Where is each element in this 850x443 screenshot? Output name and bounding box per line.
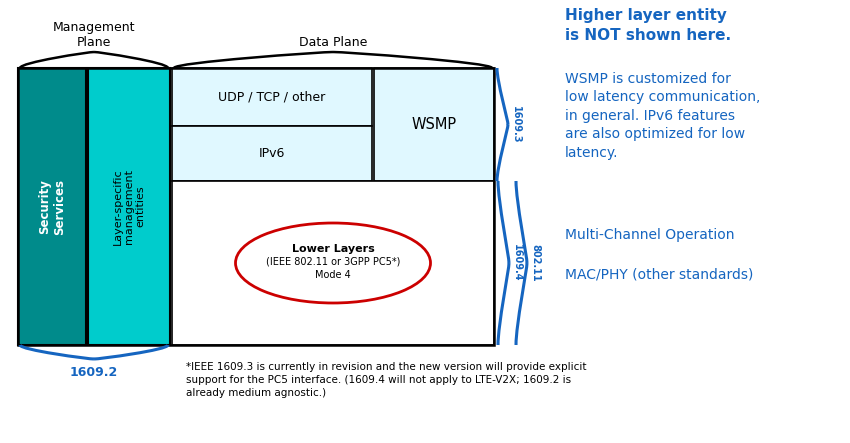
Text: WSMP is customized for
low latency communication,
in general. IPv6 features
are : WSMP is customized for low latency commu… [565,72,761,159]
Text: Data Plane: Data Plane [299,36,367,49]
Text: (IEEE 802.11 or 3GPP PC5*): (IEEE 802.11 or 3GPP PC5*) [266,257,400,267]
Bar [172,68,372,126]
Bar [172,181,494,345]
Text: 802.11: 802.11 [530,244,540,282]
Text: Layer-specific
management
entities: Layer-specific management entities [112,168,145,245]
Bar [18,68,494,345]
Text: 1609.2: 1609.2 [70,366,118,380]
Text: Higher layer entity
is NOT shown here.: Higher layer entity is NOT shown here. [565,8,731,43]
Text: *IEEE 1609.3 is currently in revision and the new version will provide explicit
: *IEEE 1609.3 is currently in revision an… [186,362,586,398]
Text: Security
Services: Security Services [38,179,66,234]
Text: Mode 4: Mode 4 [315,270,351,280]
Text: Multi-Channel Operation: Multi-Channel Operation [565,228,734,242]
Text: MAC/PHY (other standards): MAC/PHY (other standards) [565,268,753,282]
Text: 1609.4: 1609.4 [512,244,522,282]
Bar [374,68,494,181]
Text: UDP / TCP / other: UDP / TCP / other [218,90,326,104]
Text: Lower Layers: Lower Layers [292,244,374,254]
Text: WSMP: WSMP [411,117,456,132]
Bar [18,68,86,345]
Bar [88,68,170,345]
Bar [172,126,372,181]
Text: 1609.3: 1609.3 [511,106,521,143]
Text: Management
Plane: Management Plane [53,21,135,49]
Ellipse shape [235,223,430,303]
Text: IPv6: IPv6 [258,147,286,160]
